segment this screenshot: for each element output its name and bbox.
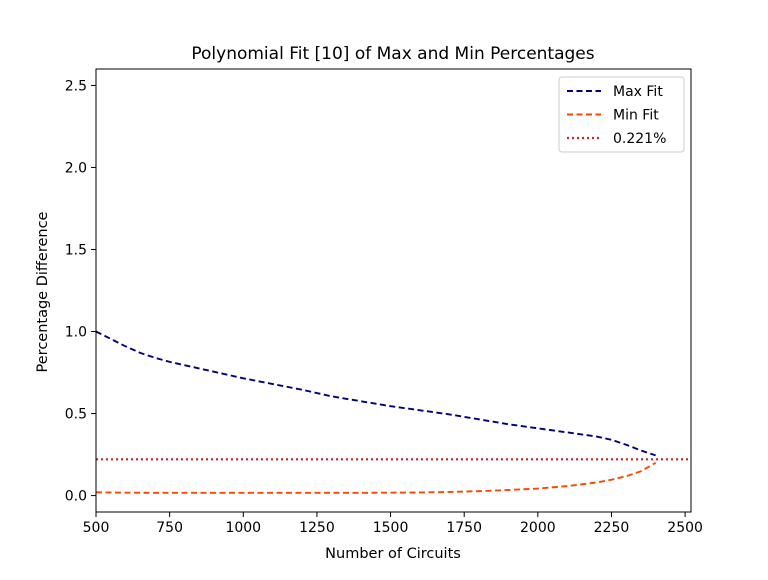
legend-label: Min Fit	[613, 108, 659, 124]
x-tick-label: 500	[83, 520, 110, 536]
x-tick-label: 2500	[667, 520, 703, 536]
legend-box	[558, 76, 685, 153]
y-tick-label: 0.5	[65, 407, 87, 423]
x-tick-label: 1500	[373, 520, 409, 536]
y-tick-label: 2.5	[65, 78, 87, 94]
plot-area: 500 750 1000 1250 1500 1750 2000 2250 2500 0.0 0.5…	[65, 68, 703, 536]
series-line-min-fit	[96, 461, 657, 494]
series-line-max-fit	[96, 330, 656, 457]
x-tick-label: 1750	[446, 520, 482, 536]
plot-frame	[95, 68, 692, 513]
x-tick-label: 1000	[225, 520, 261, 536]
y-tick-label: 1.0	[65, 325, 87, 341]
legend: Max Fit Min Fit 0.221%	[558, 76, 685, 153]
y-axis-label: Percentage Difference	[35, 211, 51, 372]
y-tick-label: 2.0	[65, 160, 87, 176]
legend-label: Max Fit	[613, 84, 663, 100]
x-tick-label: 2000	[520, 520, 556, 536]
x-tick-label: 1250	[299, 520, 335, 536]
x-axis-label: Number of Circuits	[325, 546, 461, 562]
y-tick-label: 0.0	[65, 489, 87, 505]
y-tick-label: 1.5	[65, 242, 87, 258]
legend-label: 0.221%	[613, 131, 666, 147]
x-tick-label: 750	[156, 520, 183, 536]
x-tick-label: 2250	[594, 520, 630, 536]
chart-title: Polynomial Fit [10] of Max and Min Perce…	[191, 44, 594, 64]
